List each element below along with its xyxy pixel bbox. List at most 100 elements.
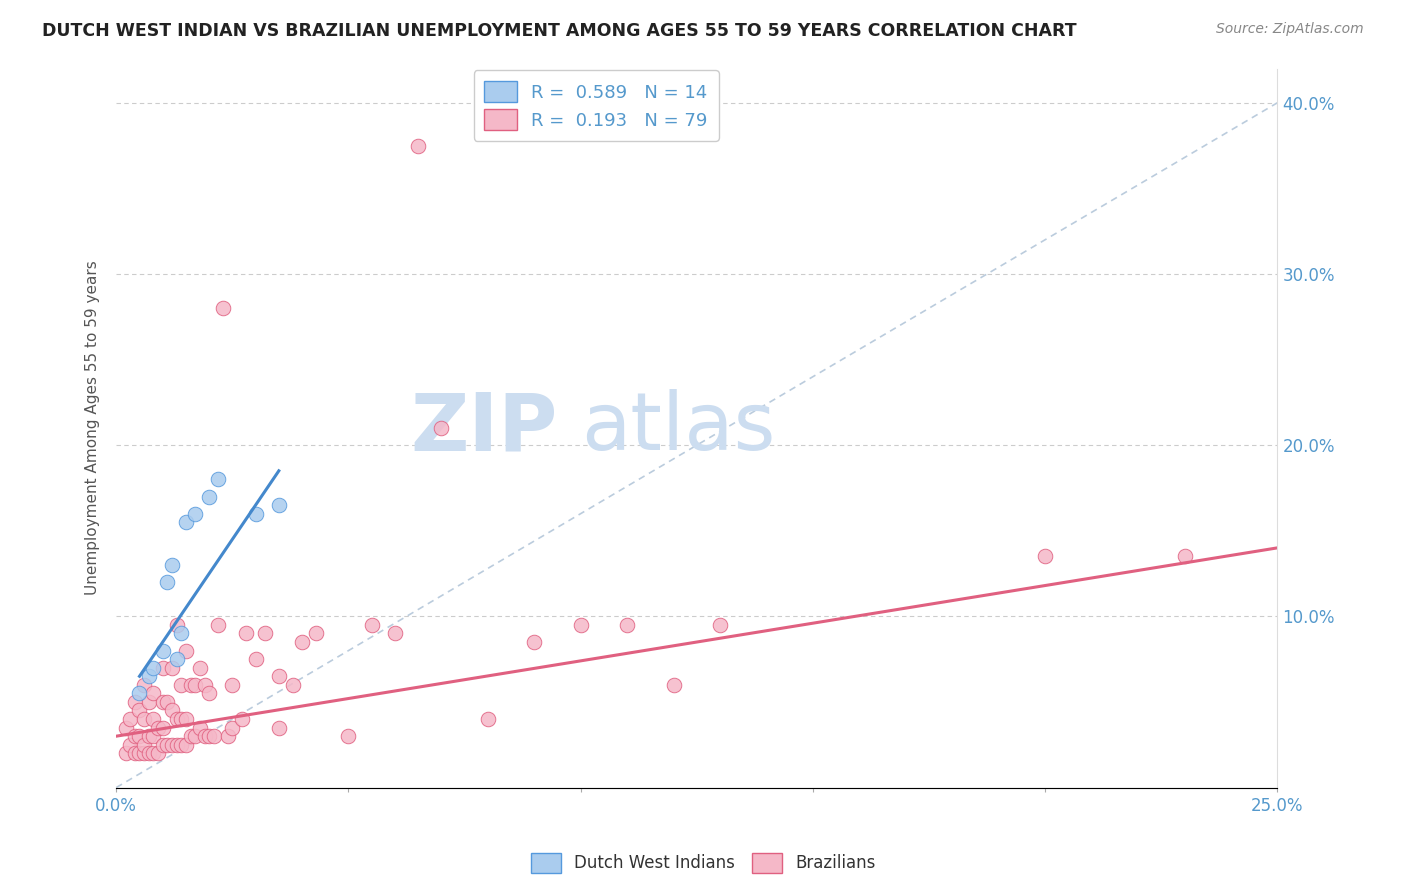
Point (217, 729, 239, 743)
Point (174, 515, 197, 529)
Point (160, 558, 183, 572)
Point (174, 643, 197, 657)
Point (406, 138, 429, 153)
Point (569, 618, 592, 632)
Point (114, 746, 136, 760)
Point (124, 729, 146, 743)
Point (142, 686, 165, 700)
Point (152, 661, 174, 675)
Point (142, 661, 165, 675)
Point (477, 712, 499, 726)
Y-axis label: Unemployment Among Ages 55 to 59 years: Unemployment Among Ages 55 to 59 years (86, 260, 100, 595)
Point (156, 575, 179, 590)
Point (152, 738, 174, 752)
Point (221, 721, 243, 735)
Point (337, 729, 360, 743)
Point (180, 678, 202, 692)
Point (166, 652, 188, 666)
Text: Source: ZipAtlas.com: Source: ZipAtlas.com (1216, 22, 1364, 37)
Point (138, 746, 160, 760)
Point (267, 498, 290, 512)
Point (245, 507, 267, 521)
Point (146, 721, 169, 735)
Point (170, 678, 193, 692)
Point (384, 626, 406, 640)
Point (124, 746, 146, 760)
Point (235, 626, 257, 640)
Point (134, 738, 156, 752)
Point (152, 643, 174, 657)
Point (291, 635, 314, 649)
Point (134, 712, 156, 726)
Point (120, 738, 142, 752)
Point (709, 618, 731, 632)
Point (180, 729, 202, 743)
Point (152, 721, 174, 735)
Point (184, 729, 207, 743)
Point (207, 472, 229, 486)
Point (152, 695, 174, 709)
Point (193, 729, 215, 743)
Point (616, 618, 638, 632)
Point (662, 678, 685, 692)
Point (166, 618, 188, 632)
Text: ZIP: ZIP (411, 389, 558, 467)
Point (142, 712, 165, 726)
Point (212, 301, 235, 316)
Point (207, 618, 229, 632)
Point (184, 507, 207, 521)
Point (198, 729, 221, 743)
Point (198, 686, 221, 700)
Point (245, 652, 267, 666)
Point (523, 635, 546, 649)
Point (1033, 549, 1056, 564)
Point (184, 678, 207, 692)
Point (160, 661, 183, 675)
Point (202, 729, 225, 743)
Point (267, 721, 290, 735)
Point (188, 721, 211, 735)
Point (134, 746, 156, 760)
Point (170, 738, 193, 752)
Point (142, 729, 165, 743)
Point (267, 669, 290, 683)
Point (128, 686, 150, 700)
Point (174, 712, 197, 726)
Point (174, 738, 197, 752)
Point (120, 712, 142, 726)
Point (114, 721, 136, 735)
Point (170, 626, 193, 640)
Point (281, 678, 304, 692)
Point (156, 695, 179, 709)
Legend: R =  0.589   N = 14, R =  0.193   N = 79: R = 0.589 N = 14, R = 0.193 N = 79 (474, 70, 718, 141)
Point (128, 704, 150, 718)
Point (138, 729, 160, 743)
Point (193, 678, 215, 692)
Legend: Dutch West Indians, Brazilians: Dutch West Indians, Brazilians (524, 847, 882, 880)
Point (166, 712, 188, 726)
Point (134, 678, 156, 692)
Point (430, 421, 453, 435)
Point (198, 490, 221, 504)
Point (156, 738, 179, 752)
Point (305, 626, 328, 640)
Point (138, 669, 160, 683)
Point (231, 712, 253, 726)
Point (166, 738, 188, 752)
Point (170, 712, 193, 726)
Point (188, 661, 211, 675)
Point (124, 695, 146, 709)
Point (1173, 549, 1195, 564)
Point (160, 704, 183, 718)
Point (253, 626, 276, 640)
Point (142, 746, 165, 760)
Point (360, 618, 382, 632)
Text: DUTCH WEST INDIAN VS BRAZILIAN UNEMPLOYMENT AMONG AGES 55 TO 59 YEARS CORRELATIO: DUTCH WEST INDIAN VS BRAZILIAN UNEMPLOYM… (42, 22, 1077, 40)
Point (138, 695, 160, 709)
Text: atlas: atlas (581, 389, 775, 467)
Point (128, 729, 150, 743)
Point (128, 746, 150, 760)
Point (221, 678, 243, 692)
Point (146, 746, 169, 760)
Point (160, 738, 183, 752)
